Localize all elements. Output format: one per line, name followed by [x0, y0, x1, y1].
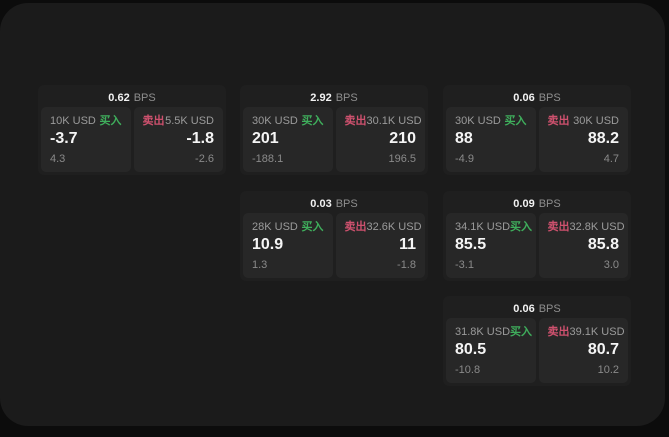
sell-size: 5.5K USD	[165, 115, 214, 127]
buy-price: 80.5	[455, 341, 487, 358]
card-header: 2.92 BPS	[243, 88, 425, 107]
spread-unit: BPS	[538, 197, 561, 210]
sell-size: 30.1K USD	[366, 115, 422, 127]
sell-size: 32.8K USD	[569, 221, 625, 233]
buy-delta: -188.1	[252, 153, 284, 165]
sell-panel[interactable]: 卖出 39.1K USD 80.7 10.2	[538, 318, 628, 383]
card-header: 0.06 BPS	[446, 88, 628, 107]
buy-panel[interactable]: 30K USD 买入 201 -188.1	[243, 107, 333, 172]
buy-delta: 1.3	[252, 259, 268, 271]
sell-panel[interactable]: 卖出 30.1K USD 210 196.5	[335, 107, 425, 172]
buy-label: 买入	[510, 221, 533, 233]
sell-delta: 10.2	[597, 364, 619, 376]
buy-size: 10K USD	[50, 115, 96, 127]
sell-panel[interactable]: 卖出 32.6K USD 11 -1.8	[335, 213, 425, 278]
quote-card: 2.92 BPS 30K USD 买入 201 -188.1 卖出 30.1K …	[240, 85, 428, 175]
buy-panel[interactable]: 28K USD 买入 10.9 1.3	[243, 213, 333, 278]
sell-panel[interactable]: 卖出 30K USD 88.2 4.7	[538, 107, 628, 172]
sell-delta: 3.0	[603, 259, 619, 271]
sell-price: 88.2	[587, 130, 619, 147]
buy-panel[interactable]: 30K USD 买入 88 -4.9	[446, 107, 536, 172]
buy-label: 买入	[99, 115, 122, 127]
buy-label: 买入	[504, 115, 527, 127]
spread-unit: BPS	[538, 91, 561, 104]
buy-size: 30K USD	[252, 115, 298, 127]
sell-label: 卖出	[344, 221, 367, 233]
sell-label: 卖出	[547, 221, 570, 233]
sell-label: 卖出	[547, 326, 570, 338]
sell-label: 卖出	[344, 115, 367, 127]
buy-price: -3.7	[50, 130, 78, 147]
buy-label: 买入	[301, 115, 324, 127]
spread-value: 0.06	[513, 91, 535, 104]
sell-price: -1.8	[186, 130, 214, 147]
quote-card: 0.03 BPS 28K USD 买入 10.9 1.3 卖出 32.6K US…	[240, 191, 428, 281]
card-header: 0.06 BPS	[446, 299, 628, 318]
sell-panel[interactable]: 卖出 5.5K USD -1.8 -2.6	[133, 107, 223, 172]
spread-unit: BPS	[335, 91, 358, 104]
quote-card: 0.06 BPS 31.8K USD 买入 80.5 -10.8 卖出 39.1…	[443, 296, 631, 386]
sell-panel[interactable]: 卖出 32.8K USD 85.8 3.0	[538, 213, 628, 278]
card-header: 0.09 BPS	[446, 194, 628, 213]
buy-size: 31.8K USD	[455, 326, 511, 338]
sell-price: 80.7	[587, 341, 619, 358]
sell-price: 11	[399, 236, 416, 253]
buy-panel[interactable]: 31.8K USD 买入 80.5 -10.8	[446, 318, 536, 383]
card-header: 0.62 BPS	[41, 88, 223, 107]
buy-price: 10.9	[252, 236, 284, 253]
sell-delta: -2.6	[195, 153, 214, 165]
buy-delta: 4.3	[50, 153, 66, 165]
buy-panel[interactable]: 34.1K USD 买入 85.5 -3.1	[446, 213, 536, 278]
sell-price: 210	[389, 130, 416, 147]
sell-delta: 196.5	[388, 153, 416, 165]
spread-value: 0.03	[310, 197, 332, 210]
buy-delta: -4.9	[455, 153, 474, 165]
buy-size: 30K USD	[455, 115, 501, 127]
buy-size: 28K USD	[252, 221, 298, 233]
buy-delta: -3.1	[455, 259, 474, 271]
spread-unit: BPS	[335, 197, 358, 210]
sell-label: 卖出	[547, 115, 570, 127]
spread-value: 0.09	[513, 197, 535, 210]
spread-value: 2.92	[310, 91, 332, 104]
sell-delta: 4.7	[603, 153, 619, 165]
buy-label: 买入	[301, 221, 324, 233]
buy-price: 85.5	[455, 236, 487, 253]
card-header: 0.03 BPS	[243, 194, 425, 213]
sell-label: 卖出	[142, 115, 165, 127]
sell-size: 39.1K USD	[569, 326, 625, 338]
spread-unit: BPS	[538, 302, 561, 315]
sell-price: 85.8	[587, 236, 619, 253]
quote-card: 0.62 BPS 10K USD 买入 -3.7 4.3 卖出 5.5K USD…	[38, 85, 226, 175]
sell-size: 30K USD	[573, 115, 619, 127]
buy-label: 买入	[510, 326, 533, 338]
buy-price: 201	[252, 130, 279, 147]
main-panel: 0.62 BPS 10K USD 买入 -3.7 4.3 卖出 5.5K USD…	[0, 3, 665, 426]
quote-card: 0.06 BPS 30K USD 买入 88 -4.9 卖出 30K USD 8…	[443, 85, 631, 175]
buy-panel[interactable]: 10K USD 买入 -3.7 4.3	[41, 107, 131, 172]
buy-price: 88	[455, 130, 473, 147]
spread-value: 0.06	[513, 302, 535, 315]
sell-size: 32.6K USD	[366, 221, 422, 233]
buy-delta: -10.8	[455, 364, 481, 376]
sell-delta: -1.8	[397, 259, 416, 271]
spread-unit: BPS	[133, 91, 156, 104]
buy-size: 34.1K USD	[455, 221, 511, 233]
quote-card: 0.09 BPS 34.1K USD 买入 85.5 -3.1 卖出 32.8K…	[443, 191, 631, 281]
spread-value: 0.62	[108, 91, 130, 104]
